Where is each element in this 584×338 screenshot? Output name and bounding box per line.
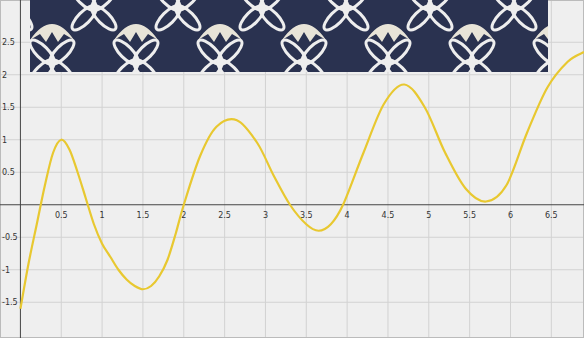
batik-petal xyxy=(130,37,161,68)
x-tick-label: 6 xyxy=(508,211,513,220)
x-tick-label: 1 xyxy=(100,211,105,220)
batik-crown xyxy=(366,24,410,42)
batik-dot xyxy=(427,5,433,11)
curve xyxy=(20,52,584,309)
x-tick-label: 4 xyxy=(345,211,350,220)
y-tick-label: 2 xyxy=(2,71,7,80)
batik-petal xyxy=(30,0,35,14)
x-tick-label: 4.5 xyxy=(382,211,395,220)
grid-line-y xyxy=(0,139,584,140)
y-tick-label: 1.5 xyxy=(2,103,15,112)
grid-line-y xyxy=(0,74,584,75)
batik-dot xyxy=(259,5,265,11)
x-tick-label: 6.5 xyxy=(545,211,558,220)
batik-petal xyxy=(508,0,539,14)
y-axis xyxy=(20,0,21,338)
y-tick-label: -1 xyxy=(2,266,10,275)
grid-line-x xyxy=(551,0,552,338)
y-tick-label: 2.5 xyxy=(2,38,15,47)
batik-dot xyxy=(343,5,349,11)
batik-dot xyxy=(301,59,307,65)
batik-crown xyxy=(198,24,242,42)
batik-petal xyxy=(298,37,329,68)
batik-petal xyxy=(256,0,287,14)
batik-petal xyxy=(172,0,203,14)
batik-crown xyxy=(114,24,158,42)
batik-dot xyxy=(385,59,391,65)
y-tick-label: -0.5 xyxy=(2,233,18,242)
y-tick-label: 0.5 xyxy=(2,168,15,177)
batik-petal xyxy=(424,0,455,14)
x-tick-label: 5 xyxy=(426,211,431,220)
plot-frame xyxy=(1,1,584,338)
batik-petal xyxy=(531,37,548,68)
batik-dot xyxy=(175,5,181,11)
batik-petal xyxy=(46,37,77,68)
batik-dot xyxy=(133,59,139,65)
chart: 0.511.522.533.544.555.566.5-1.5-1-0.50.5… xyxy=(0,0,584,338)
batik-petal xyxy=(88,0,119,14)
batik-petal xyxy=(30,2,35,33)
grid-line-y xyxy=(0,269,584,270)
batik-crown xyxy=(534,24,548,42)
x-tick-label: 1.5 xyxy=(137,211,150,220)
background xyxy=(0,0,584,338)
batik-dot xyxy=(511,5,517,11)
y-tick-label: 1 xyxy=(2,136,7,145)
batik-dot xyxy=(469,59,475,65)
x-tick-label: 3 xyxy=(263,211,268,220)
batik-image xyxy=(0,0,584,87)
batik-dot xyxy=(217,59,223,65)
grid-line-y xyxy=(0,172,584,173)
batik-petal xyxy=(382,37,413,68)
grid-line-y xyxy=(0,237,584,238)
batik-dot xyxy=(49,59,55,65)
x-tick-label: 2.5 xyxy=(218,211,231,220)
batik-pattern xyxy=(30,0,548,72)
batik-crown xyxy=(450,24,494,42)
batik-bg xyxy=(30,0,548,72)
batik-petal xyxy=(466,37,497,68)
batik-dot xyxy=(91,5,97,11)
batik-crown xyxy=(30,24,74,42)
grid-line-y xyxy=(0,302,584,303)
grid-line-y xyxy=(0,107,584,108)
batik-petal xyxy=(340,0,371,14)
plot-area xyxy=(20,52,584,309)
x-tick-label: 0.5 xyxy=(55,211,68,220)
batik-crown xyxy=(282,24,326,42)
x-tick-label: 5.5 xyxy=(463,211,476,220)
batik-petal xyxy=(214,37,245,68)
y-tick-label: -1.5 xyxy=(2,298,18,307)
